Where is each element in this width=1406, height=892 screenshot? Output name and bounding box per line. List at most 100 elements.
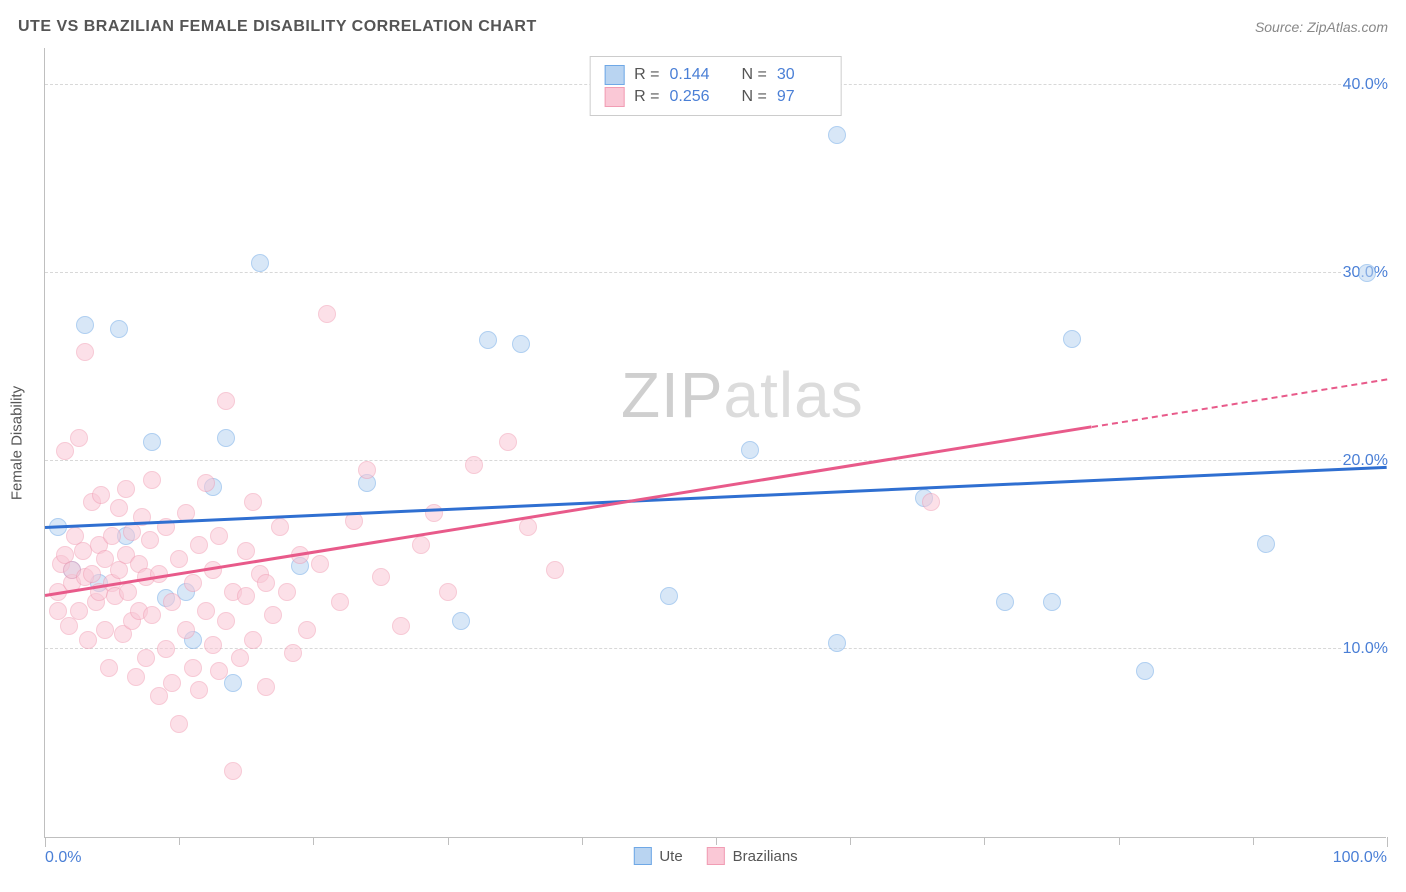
correlation-legend: R =0.144N =30R =0.256N =97 xyxy=(589,56,842,116)
data-point xyxy=(922,493,940,511)
data-point xyxy=(110,320,128,338)
x-tick xyxy=(448,837,449,845)
x-tick xyxy=(45,837,46,847)
data-point xyxy=(237,587,255,605)
data-point xyxy=(271,518,289,536)
data-point xyxy=(244,631,262,649)
data-point xyxy=(251,254,269,272)
data-point xyxy=(119,583,137,601)
legend-swatch xyxy=(604,87,624,107)
data-point xyxy=(331,593,349,611)
y-tick-label: 10.0% xyxy=(1341,640,1390,658)
data-point xyxy=(210,527,228,545)
data-point xyxy=(170,550,188,568)
data-point xyxy=(184,659,202,677)
data-point xyxy=(237,542,255,560)
r-label: R = xyxy=(634,66,659,84)
legend-swatch xyxy=(633,847,651,865)
r-value: 0.144 xyxy=(670,66,720,84)
gridline xyxy=(45,272,1386,273)
data-point xyxy=(452,612,470,630)
data-point xyxy=(512,335,530,353)
data-point xyxy=(70,429,88,447)
x-tick xyxy=(582,837,583,845)
legend-row: R =0.144N =30 xyxy=(604,65,827,85)
data-point xyxy=(231,649,249,667)
watermark: ZIPatlas xyxy=(621,358,864,432)
data-point xyxy=(519,518,537,536)
source-credit: Source: ZipAtlas.com xyxy=(1255,19,1388,35)
data-point xyxy=(141,531,159,549)
x-tick xyxy=(313,837,314,845)
data-point xyxy=(210,662,228,680)
series-legend: Ute Brazilians xyxy=(633,847,797,865)
data-point xyxy=(546,561,564,579)
data-point xyxy=(170,715,188,733)
data-point xyxy=(298,621,316,639)
r-value: 0.256 xyxy=(670,88,720,106)
x-tick xyxy=(716,837,717,845)
data-point xyxy=(103,527,121,545)
n-label: N = xyxy=(742,66,767,84)
data-point xyxy=(204,636,222,654)
data-point xyxy=(197,602,215,620)
data-point xyxy=(143,606,161,624)
y-tick-label: 40.0% xyxy=(1341,76,1390,94)
data-point xyxy=(224,762,242,780)
legend-label: Brazilians xyxy=(733,848,798,865)
data-point xyxy=(190,681,208,699)
data-point xyxy=(1063,330,1081,348)
data-point xyxy=(143,433,161,451)
n-value: 97 xyxy=(777,88,827,106)
legend-label: Ute xyxy=(659,848,682,865)
data-point xyxy=(660,587,678,605)
data-point xyxy=(372,568,390,586)
x-tick xyxy=(1387,837,1388,847)
data-point xyxy=(1257,535,1275,553)
data-point xyxy=(96,621,114,639)
x-tick xyxy=(179,837,180,845)
legend-swatch xyxy=(604,65,624,85)
data-point xyxy=(157,640,175,658)
data-point xyxy=(392,617,410,635)
data-point xyxy=(137,649,155,667)
data-point xyxy=(127,668,145,686)
data-point xyxy=(412,536,430,554)
data-point xyxy=(1043,593,1061,611)
chart-title: UTE VS BRAZILIAN FEMALE DISABILITY CORRE… xyxy=(18,18,537,36)
n-label: N = xyxy=(742,88,767,106)
trend-line xyxy=(1092,378,1388,428)
scatter-chart: Female Disability ZIPatlas R =0.144N =30… xyxy=(44,48,1386,838)
data-point xyxy=(79,631,97,649)
data-point xyxy=(70,602,88,620)
gridline xyxy=(45,648,1386,649)
data-point xyxy=(76,343,94,361)
data-point xyxy=(217,612,235,630)
data-point xyxy=(217,392,235,410)
data-point xyxy=(358,461,376,479)
data-point xyxy=(1136,662,1154,680)
data-point xyxy=(1358,264,1376,282)
data-point xyxy=(177,621,195,639)
data-point xyxy=(996,593,1014,611)
data-point xyxy=(100,659,118,677)
data-point xyxy=(76,316,94,334)
data-point xyxy=(184,574,202,592)
data-point xyxy=(190,536,208,554)
data-point xyxy=(465,456,483,474)
data-point xyxy=(150,687,168,705)
data-point xyxy=(217,429,235,447)
legend-item: Brazilians xyxy=(707,847,798,865)
data-point xyxy=(439,583,457,601)
data-point xyxy=(92,486,110,504)
data-point xyxy=(163,593,181,611)
data-point xyxy=(83,565,101,583)
x-tick xyxy=(1119,837,1120,845)
data-point xyxy=(828,126,846,144)
y-axis-label: Female Disability xyxy=(9,385,26,499)
x-tick xyxy=(1253,837,1254,845)
x-tick-label: 0.0% xyxy=(45,849,81,867)
data-point xyxy=(278,583,296,601)
r-label: R = xyxy=(634,88,659,106)
x-tick xyxy=(984,837,985,845)
